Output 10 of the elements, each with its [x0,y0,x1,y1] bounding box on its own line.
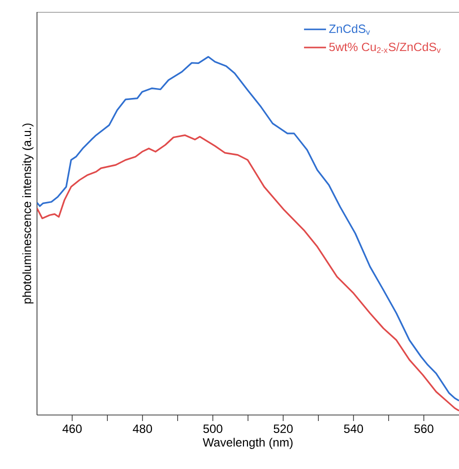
legend-label: 5wt% Cu$_{2-x}$S/ZnCdS$_{v}$ [329,42,441,53]
x-axis-title: Wavelength (nm) [202,438,293,449]
x-tick-label: 560 [414,424,434,433]
y-axis-title: photoluminescence intensity (a.u.) [22,124,34,304]
x-tick-label: 460 [62,424,82,433]
legend-label: ZnCdS$_{v}$ [329,24,370,35]
x-tick-label: 500 [203,424,222,433]
x-tick-label: 540 [344,424,364,433]
x-tick-label: 520 [274,424,293,433]
x-tick-label: 480 [132,424,152,433]
